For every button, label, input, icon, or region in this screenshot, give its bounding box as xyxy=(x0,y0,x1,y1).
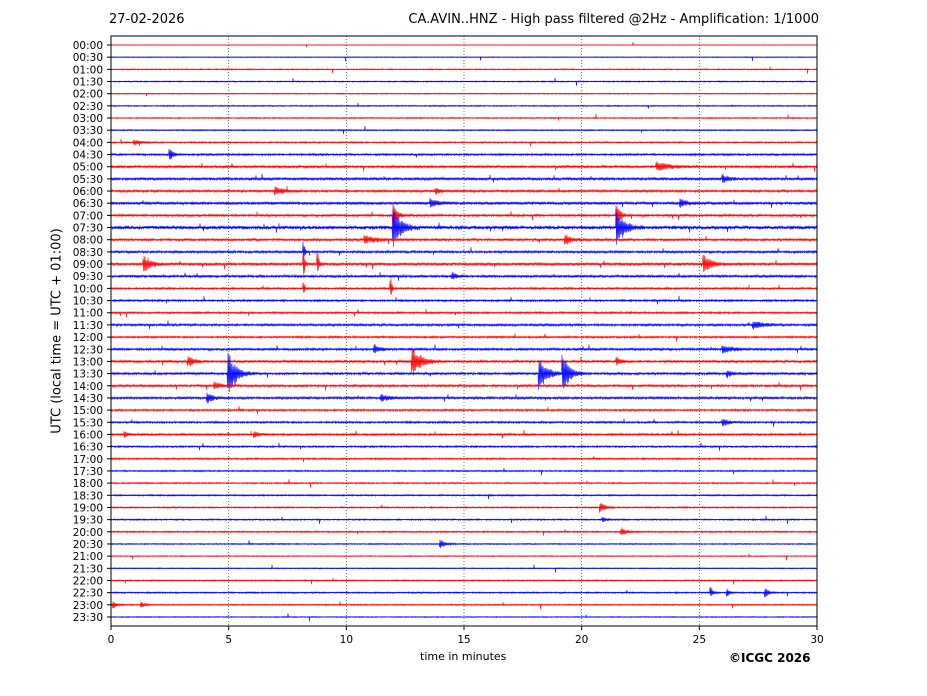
y-tick-label: 07:00 xyxy=(73,210,103,222)
y-tick-label: 19:00 xyxy=(73,502,103,514)
y-tick-label: 08:00 xyxy=(73,235,103,247)
trace-1300 xyxy=(110,349,818,376)
y-tick-label: 11:30 xyxy=(73,320,103,332)
y-tick-label: 05:30 xyxy=(73,174,103,186)
x-tick-label: 25 xyxy=(693,634,706,646)
y-tick-label: 17:30 xyxy=(73,466,103,478)
y-tick-label: 20:00 xyxy=(73,527,103,539)
y-tick-label: 20:30 xyxy=(73,539,103,551)
y-tick-label: 17:00 xyxy=(73,454,103,466)
trace-0600 xyxy=(110,185,818,196)
y-tick-label: 04:30 xyxy=(73,150,103,162)
x-tick-label: 0 xyxy=(108,634,115,646)
trace-1200 xyxy=(110,333,818,342)
y-tick-label: 14:30 xyxy=(73,393,103,405)
y-tick-label: 07:30 xyxy=(73,223,103,235)
y-tick-label: 02:00 xyxy=(73,89,103,101)
y-tick-label: 12:00 xyxy=(73,332,103,344)
x-tick-label: 5 xyxy=(225,634,232,646)
y-tick-label: 06:30 xyxy=(73,198,103,210)
y-tick-label: 08:30 xyxy=(73,247,103,259)
y-tick-label: 18:30 xyxy=(73,490,103,502)
y-tick-label: 02:30 xyxy=(73,101,103,113)
y-tick-label: 16:00 xyxy=(73,429,103,441)
y-tick-label: 05:00 xyxy=(73,162,103,174)
chart-title: CA.AVIN..HNZ - High pass filtered @2Hz -… xyxy=(408,12,819,27)
trace-2100 xyxy=(110,553,818,561)
y-tick-label: 03:30 xyxy=(73,125,103,137)
y-tick-label: 13:30 xyxy=(73,369,103,381)
x-tick-label: 30 xyxy=(810,634,823,646)
trace-1430 xyxy=(110,392,818,404)
y-tick-label: 06:00 xyxy=(73,186,103,198)
trace-2200 xyxy=(110,577,818,585)
y-tick-label: 11:00 xyxy=(73,308,103,320)
y-tick-label: 23:30 xyxy=(73,612,103,624)
x-tick-label: 10 xyxy=(340,634,353,646)
y-tick-label: 22:30 xyxy=(73,588,103,600)
y-tick-label: 23:00 xyxy=(73,600,103,612)
y-tick-label: 04:00 xyxy=(73,137,103,149)
copyright: ©ICGC 2026 xyxy=(729,651,811,665)
y-tick-label: 19:30 xyxy=(73,515,103,527)
y-tick-label: 01:00 xyxy=(73,64,103,76)
y-tick-label: 09:00 xyxy=(73,259,103,271)
y-tick-label: 00:00 xyxy=(73,40,103,52)
trace-1100 xyxy=(110,308,818,318)
y-tick-label: 18:00 xyxy=(73,478,103,490)
trace-0530 xyxy=(110,173,818,183)
y-tick-label: 22:00 xyxy=(73,575,103,587)
y-tick-label: 01:30 xyxy=(73,77,103,89)
y-tick-label: 14:00 xyxy=(73,381,103,393)
y-tick-label: 21:00 xyxy=(73,551,103,563)
y-tick-label: 15:30 xyxy=(73,417,103,429)
y-tick-label: 03:00 xyxy=(73,113,103,125)
date-label: 27-02-2026 xyxy=(109,12,185,27)
y-tick-label: 16:30 xyxy=(73,442,103,454)
y-tick-label: 09:30 xyxy=(73,271,103,283)
y-tick-label: 00:30 xyxy=(73,52,103,64)
trace-0830 xyxy=(110,241,818,261)
y-tick-label: 10:30 xyxy=(73,296,103,308)
x-tick-label: 15 xyxy=(457,634,470,646)
x-tick-label: 20 xyxy=(575,634,588,646)
y-tick-label: 15:00 xyxy=(73,405,103,417)
trace-2300 xyxy=(110,601,818,610)
y-tick-label: 12:30 xyxy=(73,344,103,356)
y-tick-label: 10:00 xyxy=(73,283,103,295)
trace-1000 xyxy=(110,278,818,295)
plot-frame xyxy=(110,35,818,627)
y-tick-label: 21:30 xyxy=(73,563,103,575)
trace-1530 xyxy=(110,418,818,427)
y-tick-label: 13:00 xyxy=(73,356,103,368)
x-axis-label: time in minutes xyxy=(420,650,507,663)
